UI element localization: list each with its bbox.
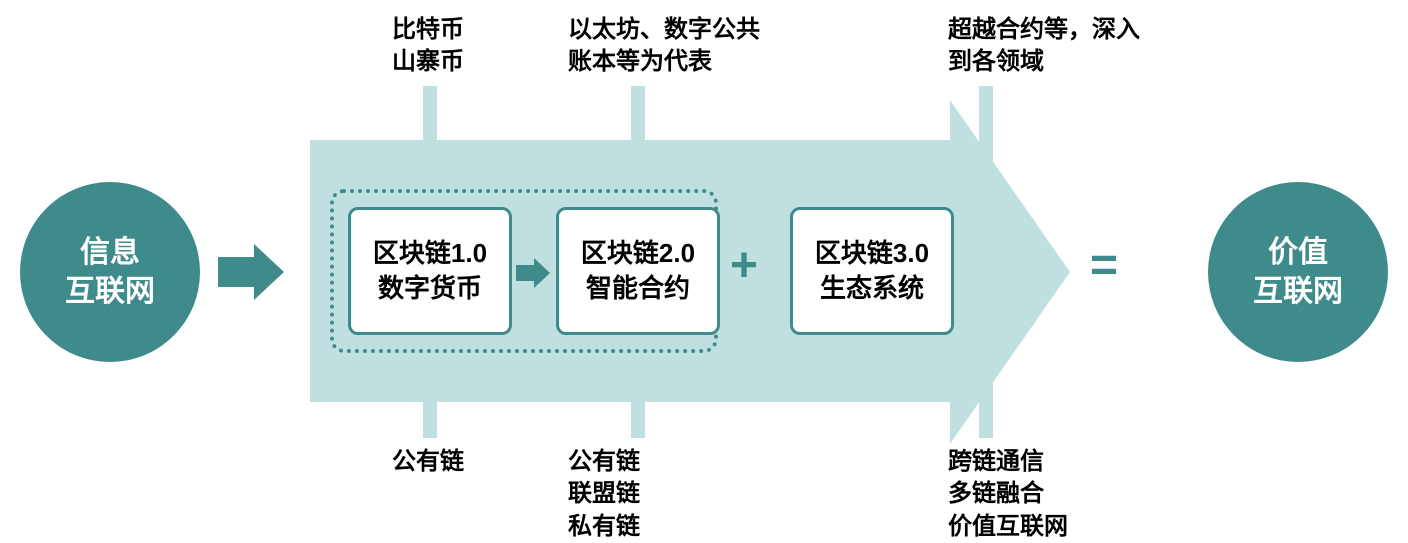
connector-top-2 bbox=[631, 86, 645, 140]
stage-3-line2: 生态系统 bbox=[820, 273, 924, 303]
stage-3-box: 区块链3.0 生态系统 bbox=[790, 207, 954, 335]
annotation-top-1: 比特币 山寨币 bbox=[392, 14, 464, 79]
entry-arrow bbox=[218, 244, 284, 300]
annotation-top-2: 以太坊、数字公共 账本等为代表 bbox=[568, 14, 760, 79]
big-arrow-head-icon bbox=[950, 100, 1070, 444]
stage-2-line2: 智能合约 bbox=[586, 273, 690, 303]
inner-arrow-head-icon bbox=[534, 258, 550, 288]
annotation-bottom-1: 公有链 bbox=[392, 446, 464, 478]
value-internet-line2: 互联网 bbox=[1253, 275, 1343, 308]
annotation-bottom-3: 跨链通信 多链融合 价值互联网 bbox=[948, 446, 1068, 543]
info-internet-line2: 互联网 bbox=[65, 275, 155, 308]
connector-top-3 bbox=[979, 86, 993, 166]
plus-symbol: + bbox=[730, 238, 758, 293]
inner-arrow bbox=[516, 258, 550, 288]
entry-arrow-head-icon bbox=[254, 244, 284, 300]
stage-1-box: 区块链1.0 数字货币 bbox=[348, 207, 512, 335]
stage-2-box: 区块链2.0 智能合约 bbox=[556, 207, 720, 335]
connector-top-1 bbox=[423, 86, 437, 140]
connector-bottom-1 bbox=[423, 402, 437, 438]
info-internet-node: 信息 互联网 bbox=[20, 182, 200, 362]
stage-1-line2: 数字货币 bbox=[378, 273, 482, 303]
annotation-bottom-2: 公有链 联盟链 私有链 bbox=[568, 446, 640, 543]
equals-symbol: = bbox=[1090, 238, 1114, 293]
info-internet-line1: 信息 bbox=[80, 236, 140, 269]
stage-1-line1: 区块链1.0 bbox=[373, 238, 487, 268]
value-internet-line1: 价值 bbox=[1268, 236, 1328, 269]
stage-2-line1: 区块链2.0 bbox=[581, 238, 695, 268]
annotation-top-3: 超越合约等，深入 到各领域 bbox=[948, 14, 1140, 79]
inner-arrow-shaft bbox=[516, 265, 534, 281]
stage-3-line1: 区块链3.0 bbox=[815, 238, 929, 268]
connector-bottom-3 bbox=[979, 378, 993, 438]
connector-bottom-2 bbox=[631, 402, 645, 438]
entry-arrow-shaft bbox=[218, 257, 254, 287]
value-internet-node: 价值 互联网 bbox=[1208, 182, 1388, 362]
